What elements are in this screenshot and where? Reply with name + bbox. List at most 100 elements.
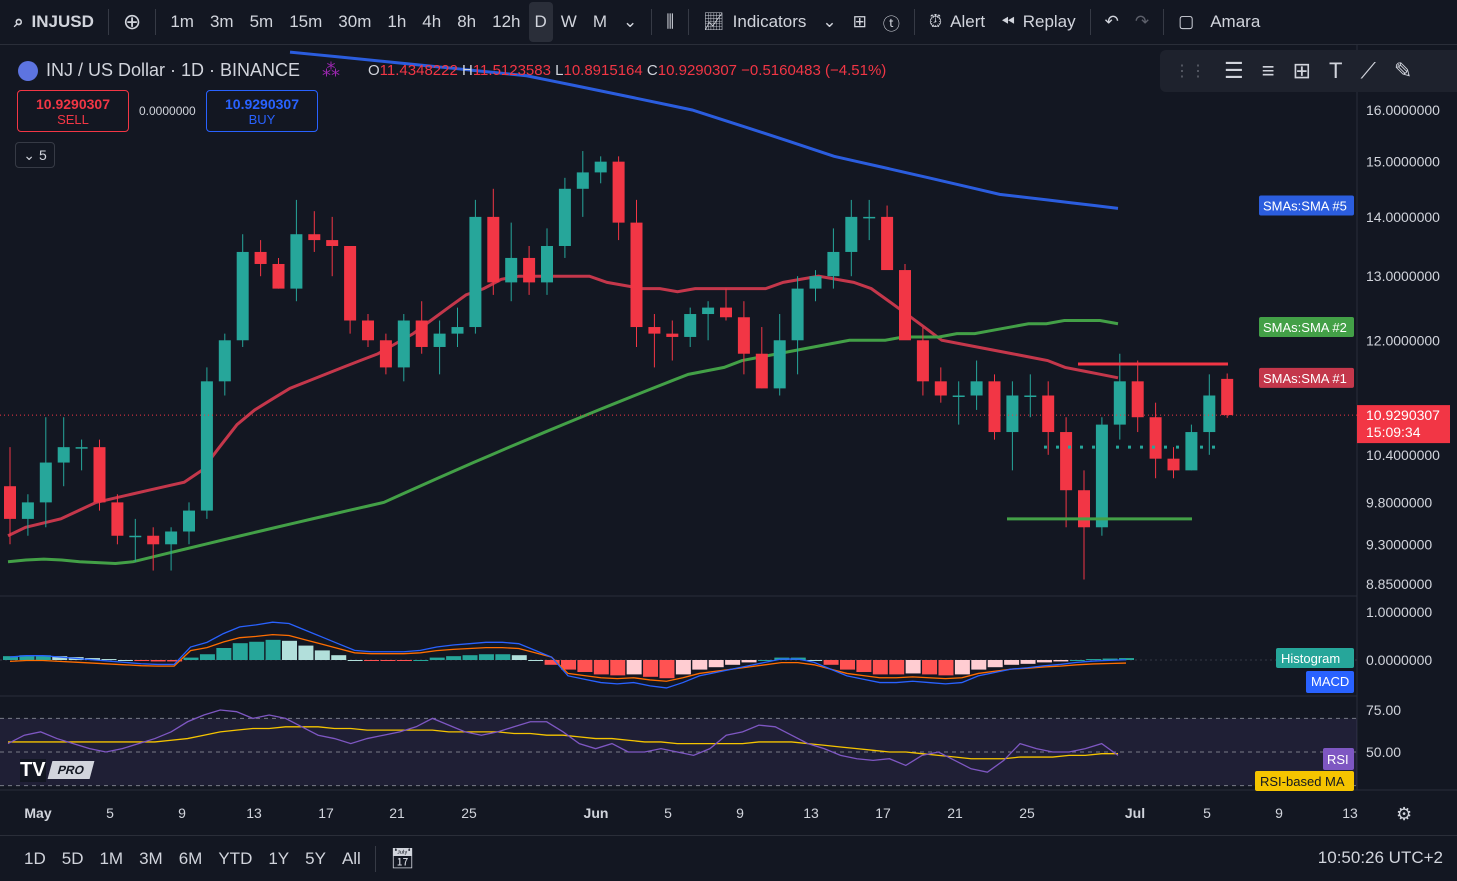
range-3M[interactable]: 3M (139, 848, 163, 868)
time-tick-label: 21 (947, 805, 963, 821)
range-All[interactable]: All (341, 848, 361, 868)
chart-area[interactable]: 16.0000000 15.0000000 14.0000000 13.0000000… (0, 45, 1457, 835)
macd-histogram-bar (675, 660, 691, 675)
divider (688, 9, 690, 35)
interval-8h[interactable]: 8h (457, 12, 477, 31)
interval-15m[interactable]: 15m (289, 12, 323, 31)
interval-W[interactable]: W (560, 12, 577, 31)
compare-plus-icon[interactable]: ⊕ (122, 9, 142, 34)
candles-icon[interactable]: ⫼ (666, 12, 675, 31)
buy-button[interactable]: 10.9290307 BUY (206, 90, 318, 132)
time-tick-label: May (24, 805, 51, 821)
brush-icon[interactable]: ⟋ (1360, 58, 1376, 83)
macd-histogram-bar (840, 660, 855, 670)
redo-icon[interactable]: ↷ (1134, 12, 1150, 31)
interval-D[interactable]: D (528, 2, 553, 42)
macd-label-badge (1306, 671, 1354, 693)
chevron-down-icon[interactable]: ⌄ (623, 12, 638, 31)
interval-3m[interactable]: 3m (209, 12, 234, 31)
interval-1m[interactable]: 1m (170, 12, 194, 31)
interval-12h[interactable]: 12h (492, 12, 521, 31)
share-icon[interactable]: ⁂ (322, 60, 341, 80)
macd-histogram-bar (1053, 660, 1069, 662)
settings-gear-icon[interactable]: ⚙ (1396, 804, 1412, 824)
interval-M[interactable]: M (592, 12, 607, 31)
pen-icon[interactable]: ✎ (1393, 58, 1413, 83)
candle-body (308, 234, 321, 241)
macd-histogram-bar (429, 657, 445, 660)
candle-body (93, 447, 106, 503)
divider (155, 9, 157, 35)
candle-body (451, 327, 464, 334)
range-6M[interactable]: 6M (178, 848, 203, 868)
time-tick-label: 5 (106, 805, 114, 821)
candle-body (1113, 381, 1126, 425)
macd-histogram-bar (807, 660, 823, 661)
macd-histogram-bar (134, 660, 150, 661)
interval-30m[interactable]: 30m (338, 12, 372, 31)
time-tick-label: 9 (178, 805, 186, 821)
rsi-tick-label: 75.00 (1366, 702, 1401, 718)
range-1Y[interactable]: 1Y (268, 848, 290, 868)
interval-4h[interactable]: 4h (422, 12, 442, 31)
range-1D[interactable]: 1D (24, 848, 46, 868)
alert-label: Alert (950, 12, 986, 31)
tv-mark-icon: TV (20, 758, 46, 782)
chevron-down-icon[interactable]: ⌄ (822, 12, 837, 31)
price-tick-label: 15.0000000 (1366, 154, 1440, 170)
user-name[interactable]: Amara (1210, 12, 1261, 31)
collapse-legend-button[interactable]: ⌄ 5 (15, 142, 55, 168)
rsi-ma-line (8, 726, 1118, 760)
undo-icon[interactable]: ↶ (1104, 12, 1119, 31)
candle-body (1060, 432, 1073, 491)
fib-grid-icon[interactable]: ⊞ (1292, 58, 1312, 83)
candle-body (21, 502, 34, 519)
replay-button[interactable]: ⏪︎ Replay (993, 0, 1084, 44)
chart-svg[interactable]: 16.0000000 15.0000000 14.0000000 13.0000000… (0, 45, 1457, 835)
range-YTD[interactable]: YTD (218, 848, 253, 868)
close-label: C (646, 62, 658, 79)
text-tool-icon[interactable]: T (1329, 58, 1343, 83)
candle-body (379, 340, 392, 368)
trend-angle-icon[interactable]: ☰ (1224, 58, 1244, 83)
indicators-button[interactable]: 📈︎ Indicators (695, 0, 814, 44)
range-5D[interactable]: 5D (61, 848, 84, 868)
sma-label-badge (1259, 317, 1354, 338)
last-price-label: 10.9290307 (1366, 407, 1440, 423)
symbol-search[interactable]: ⌕ INJUSD (0, 0, 102, 44)
macd-histogram-bar (971, 660, 987, 670)
macd-histogram-bar (1086, 659, 1102, 661)
fullscreen-icon[interactable]: ▢ (1178, 12, 1195, 31)
legend-title: INJ / US Dollar · 1D · BINANCE (46, 60, 301, 80)
rsi-tick-label: 50.00 (1366, 744, 1401, 760)
sell-price: 10.9290307 (36, 95, 110, 112)
range-1M[interactable]: 1M (99, 848, 124, 868)
macd-histogram-bar (872, 660, 888, 675)
templates-icon[interactable]: ⓣ (882, 14, 900, 34)
clock[interactable]: 10:50:26 UTC+2 (1317, 848, 1443, 867)
interval-1h[interactable]: 1h (387, 12, 407, 31)
parallel-channel-icon[interactable]: ≡ (1261, 58, 1275, 83)
macd-histogram-bar (396, 660, 412, 661)
layouts-icon[interactable]: ⊞ (852, 12, 867, 31)
sell-button[interactable]: 10.9290307 SELL (17, 90, 129, 132)
candle-body (523, 257, 536, 283)
macd-histogram-bar (298, 645, 314, 660)
candle-body (1149, 417, 1162, 459)
time-tick-label: 17 (318, 805, 334, 821)
macd-histogram-bar (1020, 660, 1036, 664)
alert-button[interactable]: ⏰︎ Alert (921, 0, 993, 44)
macd-histogram-bar (757, 660, 773, 661)
macd-histogram-bar (249, 641, 265, 660)
macd-histogram-bar (528, 660, 544, 661)
candle-body (666, 333, 679, 337)
drag-handle-icon[interactable]: ⋮⋮ (1174, 63, 1206, 80)
interval-5m[interactable]: 5m (249, 12, 274, 31)
range-5Y[interactable]: 5Y (305, 848, 326, 868)
price-tick-label: 12.0000000 (1366, 332, 1440, 348)
candle-body (1078, 490, 1090, 528)
macd-histogram-bar (52, 656, 68, 660)
low-value: 10.8915164 (563, 62, 643, 79)
goto-date-icon[interactable]: 📅︎ (389, 848, 416, 870)
time-tick-label: Jul (1125, 805, 1145, 821)
